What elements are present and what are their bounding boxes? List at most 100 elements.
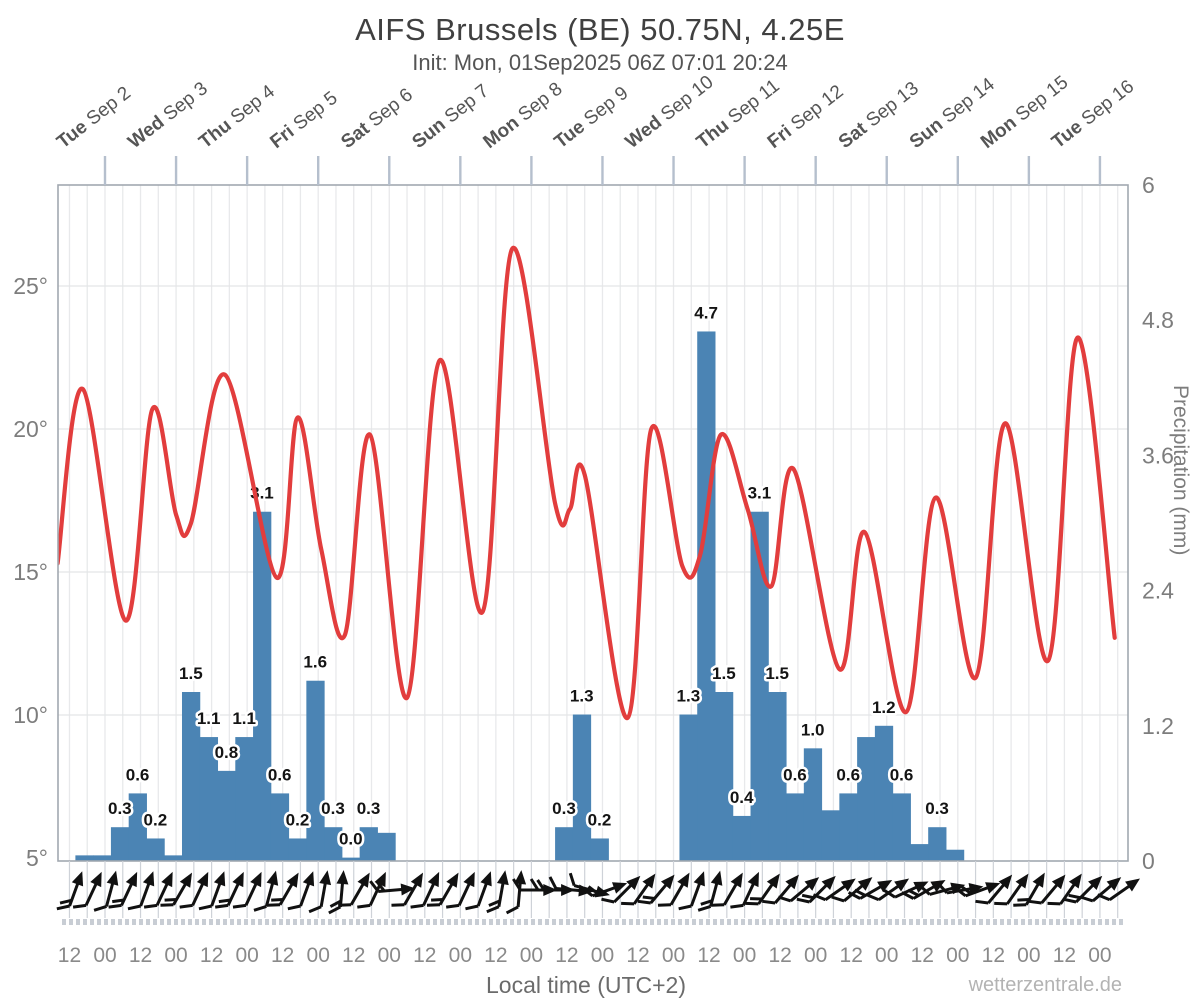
dot xyxy=(1049,919,1053,925)
wind-arrow xyxy=(308,870,332,914)
dot xyxy=(573,919,577,925)
dot xyxy=(657,919,661,925)
dot xyxy=(902,919,906,925)
precip-bar xyxy=(93,855,112,861)
x-axis-title: Local time (UTC+2) xyxy=(485,972,687,998)
wind-arrow xyxy=(1028,874,1066,905)
bottom-tick-label: 00 xyxy=(378,944,401,967)
precip-bar-labels: 0.3 0.6 0.2 1.5 1.1 0.8 1.1 3.1 0.6 0.2 1.6 0.3 0.0 0… xyxy=(105,301,951,851)
precip-bar-label: 0.3 xyxy=(552,799,576,818)
precip-tick-label: 4.8 xyxy=(1142,307,1174,333)
dot xyxy=(132,919,136,925)
dot xyxy=(671,919,675,925)
bottom-tick-label: 12 xyxy=(484,944,507,967)
precip-bar-label: 0.6 xyxy=(783,765,807,784)
bottom-tick-label: 00 xyxy=(93,944,116,967)
bottom-tick-label: 12 xyxy=(58,944,81,967)
wind-arrow xyxy=(143,871,173,909)
precip-bar xyxy=(341,857,361,861)
precip-tick-label: 0 xyxy=(1142,848,1155,874)
precip-bar-label: 4.7 xyxy=(694,303,718,322)
precip-bar-label: 0.3 xyxy=(321,799,345,818)
precip-bar xyxy=(945,849,965,861)
dot xyxy=(790,919,794,925)
bottom-tick-label: 00 xyxy=(307,944,330,967)
wind-arrow xyxy=(621,873,656,906)
precip-bar xyxy=(768,692,787,861)
dot xyxy=(594,919,598,925)
dot xyxy=(552,919,556,925)
precip-bar xyxy=(555,827,574,861)
dot xyxy=(881,919,885,925)
dot xyxy=(839,919,843,925)
dot xyxy=(440,919,444,925)
bottom-tick-label: 00 xyxy=(235,944,258,967)
precip-bar xyxy=(928,827,947,861)
horizontal-gridlines xyxy=(58,285,1128,716)
precip-bar xyxy=(199,737,219,861)
precip-bar-label: 0.4 xyxy=(730,788,754,807)
dot xyxy=(496,919,500,925)
dot xyxy=(1042,919,1046,925)
bottom-tick-label: 00 xyxy=(946,944,969,967)
dot xyxy=(993,919,997,925)
dot xyxy=(167,919,171,925)
wind-arrow xyxy=(369,880,416,896)
dot xyxy=(209,919,213,925)
dot xyxy=(629,919,633,925)
dot xyxy=(979,919,983,925)
dot xyxy=(230,919,234,925)
dot xyxy=(118,919,122,925)
dot xyxy=(692,919,696,925)
wind-arrow xyxy=(678,871,705,911)
precip-bar-label: 0.3 xyxy=(925,799,949,818)
dot xyxy=(874,919,878,925)
day-label: Sat Sep 6 xyxy=(337,84,417,153)
dot xyxy=(727,919,731,925)
dot xyxy=(846,919,850,925)
dot xyxy=(153,919,157,925)
wind-arrow xyxy=(391,872,423,907)
wind-arrow xyxy=(745,873,780,906)
temp-tick-label: 10° xyxy=(13,702,48,728)
wind-arrow xyxy=(762,874,799,905)
dot xyxy=(699,919,703,925)
precip-tick-label: 2.4 xyxy=(1142,578,1174,604)
precip-bar-label: 0.2 xyxy=(588,810,612,829)
bottom-tick-label: 12 xyxy=(413,944,436,967)
wind-arrow xyxy=(657,872,690,907)
precip-bar xyxy=(253,511,272,861)
dot xyxy=(475,919,479,925)
dot xyxy=(916,919,920,925)
dot xyxy=(454,919,458,925)
bottom-tick-label: 12 xyxy=(271,944,294,967)
dot xyxy=(1070,919,1074,925)
precip-bar-label: 0.2 xyxy=(144,810,168,829)
wind-arrow xyxy=(486,870,509,914)
precip-bar-label: 0.8 xyxy=(215,743,239,762)
precip-axis-labels: 6 4.8 3.6 2.4 1.2 0 xyxy=(1142,172,1174,874)
dot xyxy=(748,919,752,925)
wind-arrow xyxy=(796,875,836,904)
precip-bar xyxy=(874,725,894,861)
dot xyxy=(104,919,108,925)
dot xyxy=(461,919,465,925)
dot xyxy=(860,919,864,925)
precip-bar-label: 0.3 xyxy=(357,799,381,818)
dot xyxy=(1119,919,1123,925)
dot-row xyxy=(62,919,1123,925)
wind-arrow xyxy=(179,871,209,909)
dot xyxy=(111,919,115,925)
bottom-tick-label: 12 xyxy=(129,944,152,967)
dot xyxy=(797,919,801,925)
precip-bar xyxy=(235,737,254,861)
wind-arrow xyxy=(581,882,628,898)
dot xyxy=(811,919,815,925)
dot xyxy=(1021,919,1025,925)
dot xyxy=(244,919,248,925)
dot xyxy=(181,919,185,925)
dot xyxy=(1112,919,1116,925)
dot xyxy=(258,919,262,925)
precip-bar xyxy=(803,748,823,861)
